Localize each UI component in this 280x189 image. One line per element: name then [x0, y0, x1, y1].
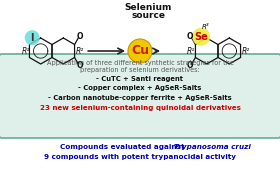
Text: R¹: R¹ — [186, 46, 195, 56]
Circle shape — [192, 28, 210, 46]
Text: Se: Se — [194, 32, 208, 42]
Circle shape — [25, 30, 40, 45]
Text: Application of three different synthetic strategies for the: Application of three different synthetic… — [46, 60, 234, 66]
Text: O: O — [186, 32, 193, 41]
Text: O: O — [186, 61, 193, 70]
Text: 9 compounds with potent trypanocidal activity: 9 compounds with potent trypanocidal act… — [44, 154, 236, 160]
Text: source: source — [131, 11, 165, 19]
FancyBboxPatch shape — [0, 54, 280, 138]
Text: R¹: R¹ — [22, 46, 30, 56]
Circle shape — [128, 39, 152, 63]
Text: 23 new selenium-containing quinoidal derivatives: 23 new selenium-containing quinoidal der… — [39, 105, 241, 111]
Text: Trypanosoma cruzi: Trypanosoma cruzi — [174, 144, 251, 150]
Text: - CuTC + Santi reagent: - CuTC + Santi reagent — [97, 76, 183, 82]
Text: R²: R² — [76, 46, 85, 56]
Text: Selenium: Selenium — [124, 2, 172, 12]
Text: - Copper complex + AgSeR-Salts: - Copper complex + AgSeR-Salts — [78, 85, 202, 91]
Text: O: O — [77, 61, 84, 70]
Text: O: O — [77, 32, 84, 41]
Text: I: I — [31, 33, 34, 43]
Text: - Carbon nanotube-copper ferrite + AgSeR-Salts: - Carbon nanotube-copper ferrite + AgSeR… — [48, 95, 232, 101]
Text: preparation of selenium derivatives:: preparation of selenium derivatives: — [80, 67, 200, 73]
Text: Compounds evaluated against: Compounds evaluated against — [60, 144, 187, 150]
Text: R²: R² — [242, 46, 250, 56]
Text: Cu: Cu — [131, 44, 149, 57]
Text: R³: R³ — [201, 24, 209, 30]
